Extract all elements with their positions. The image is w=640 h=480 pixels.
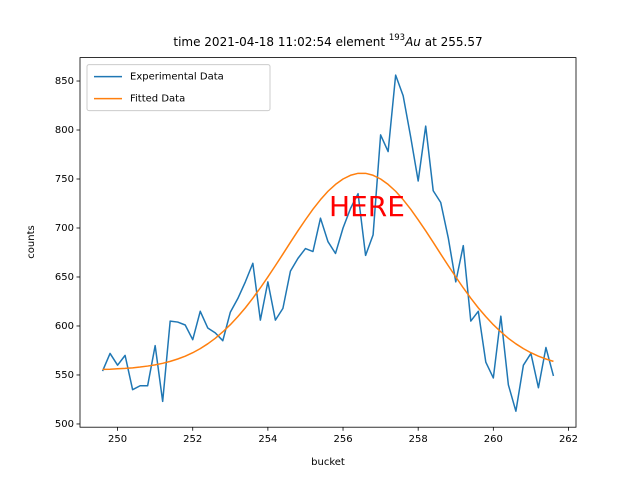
x-tick-label: 258 <box>409 434 428 445</box>
y-tick-label: 500 <box>55 419 74 430</box>
legend-label: Fitted Data <box>130 94 185 105</box>
data-line <box>102 172 554 371</box>
x-tick-label: 250 <box>108 434 127 445</box>
plot-frame <box>79 57 577 428</box>
data-line <box>101 74 555 412</box>
title-element: Au <box>404 35 421 49</box>
y-tick-label: 850 <box>55 76 74 87</box>
y-tick-label: 550 <box>55 370 74 381</box>
y-tick-label: 800 <box>55 125 74 136</box>
title-text: time 2021-04-18 11:02:54 element <box>173 35 388 49</box>
title-text: at 255.57 <box>421 35 483 49</box>
x-tick-label: 252 <box>183 434 202 445</box>
annotation: HERE <box>329 190 405 223</box>
y-axis-label: counts <box>26 225 37 258</box>
y-tick-label: 600 <box>55 321 74 332</box>
x-tick-label: 262 <box>559 434 578 445</box>
chart-title: time 2021-04-18 11:02:54 element 193Au a… <box>173 33 482 49</box>
y-tick-label: 750 <box>55 174 74 185</box>
legend-box <box>86 64 271 112</box>
legend-label: Experimental Data <box>130 72 224 83</box>
y-tick-label: 650 <box>55 272 74 283</box>
title-superscript: 193 <box>389 33 405 43</box>
x-tick-label: 256 <box>333 434 352 445</box>
x-tick-label: 260 <box>484 434 503 445</box>
x-tick-label: 254 <box>258 434 277 445</box>
legend: Experimental Data Fitted Data <box>86 64 271 112</box>
y-tick-label: 700 <box>55 223 74 234</box>
x-axis-label: bucket <box>311 457 345 468</box>
